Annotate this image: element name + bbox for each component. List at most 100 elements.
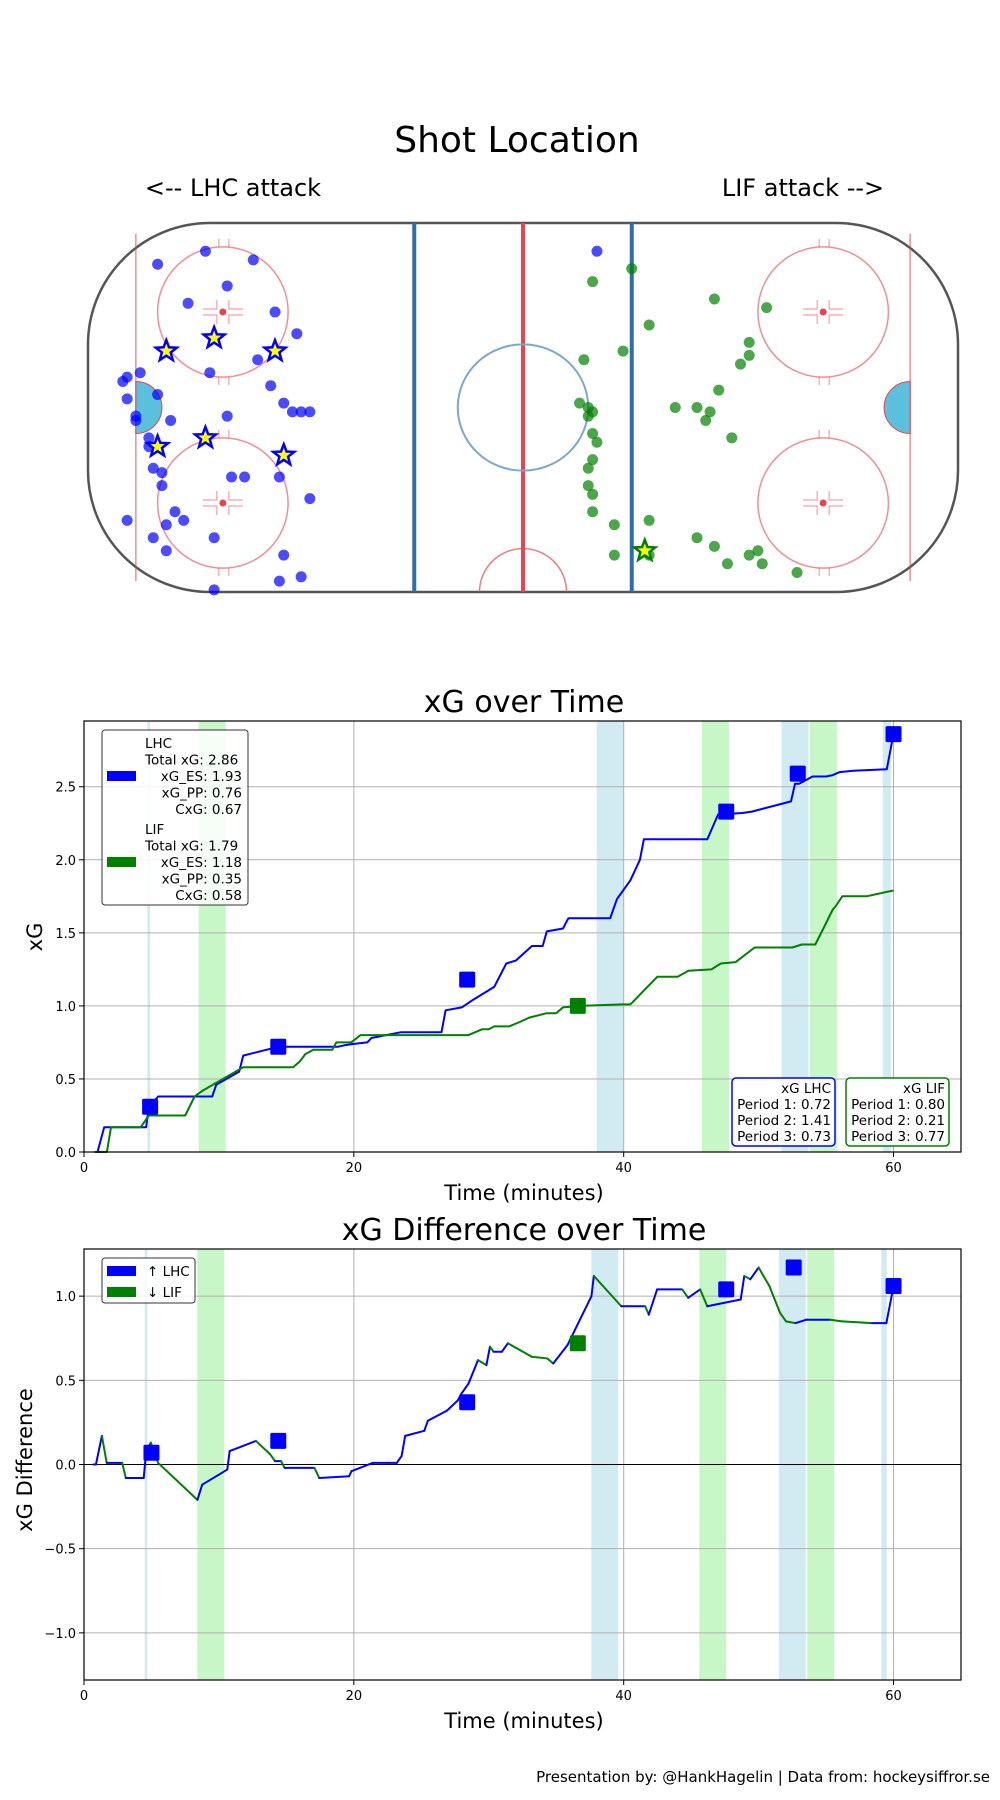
lhc-goal-marker (885, 726, 902, 743)
diff-segment-up (460, 1382, 470, 1395)
diff-segment-down (592, 1274, 623, 1308)
lif-shot-marker (743, 549, 755, 561)
lif-shot-marker (587, 454, 599, 466)
lif-shot-marker (721, 558, 733, 570)
period-box-text: xG LIF (903, 1081, 945, 1097)
period-box-text: xG LHC (781, 1081, 831, 1097)
diff-segment-down (785, 1320, 797, 1325)
lif-shot-marker (591, 436, 603, 448)
diff-segment-up (485, 1345, 491, 1367)
hash-mark (228, 491, 243, 501)
lhc-shot-marker (226, 471, 238, 483)
diff-segment-up (94, 1434, 103, 1466)
diff-chart-ylabel: xG Difference (13, 1388, 37, 1532)
lhc-shot-marker (273, 575, 285, 587)
hash-mark (803, 299, 818, 310)
lif-shot-marker (791, 566, 803, 578)
lhc-shot-marker (304, 406, 316, 418)
lif-shot-marker (669, 402, 681, 413)
lif-shot-marker (743, 336, 755, 348)
lif-shot-marker (726, 432, 738, 444)
legend-swatch-lhc (107, 771, 136, 781)
legend-text: LHC (145, 736, 172, 752)
diff-segment-up (687, 1288, 702, 1299)
hash-mark (202, 299, 218, 310)
x-tick-label: 40 (615, 1689, 632, 1704)
lif-shot-marker (574, 397, 586, 409)
lhc-goal-marker (459, 971, 476, 988)
x-tick-label: 40 (615, 1161, 632, 1176)
legend-swatch-lhc (107, 1266, 136, 1276)
faceoff-dot (819, 308, 827, 316)
lif-shot-marker (713, 384, 725, 396)
period-box-text: Period 2: 0.21 (851, 1113, 945, 1129)
lhc-goal-star (152, 336, 181, 363)
legend-swatch-lif (107, 1287, 136, 1297)
lhc-shot-marker (239, 471, 251, 483)
y-tick-label: 0.0 (55, 1459, 76, 1474)
period-box-frame (731, 1077, 836, 1147)
lif-shot-marker (587, 428, 599, 440)
diff-segment-up (395, 1455, 403, 1464)
diff-segment-up (400, 1434, 407, 1458)
lhc-goal-marker (718, 1281, 735, 1298)
shot-map-title: Shot Location (394, 120, 640, 161)
y-tick-label: 0.5 (55, 1374, 76, 1389)
hash-mark (828, 505, 844, 516)
lif-shot-marker (587, 488, 599, 500)
diff-segment-down (757, 1266, 771, 1288)
y-tick-label: −1.0 (44, 1627, 76, 1642)
diff-segment-up (318, 1475, 351, 1479)
legend-text: xG_ES: 1.93 (161, 769, 242, 785)
y-tick-label: 1.0 (55, 1290, 76, 1305)
lhc-shot-marker (304, 493, 316, 505)
y-tick-label: −0.5 (44, 1543, 76, 1558)
lhc-goal-marker (459, 1394, 476, 1411)
period-box-text: Period 1: 0.72 (737, 1097, 831, 1113)
lif-goal-star (630, 536, 659, 563)
lhc-shot-marker (291, 328, 303, 340)
lhc-shot-marker (156, 480, 168, 492)
diff-segment-up (647, 1288, 659, 1316)
diff-segment-up (350, 1461, 374, 1473)
legend-text: ↓ LIF (147, 1285, 182, 1301)
lif-shot-marker (743, 349, 755, 361)
lif-shot-marker (756, 558, 768, 570)
credit-text: Presentation by: @HankHagelin | Data fro… (536, 1768, 990, 1786)
y-tick-label: 1.0 (55, 1000, 76, 1015)
faceoff-circle (156, 246, 289, 378)
hash-mark (228, 505, 243, 516)
diff-segment-up (739, 1274, 746, 1301)
diff-segment-up (445, 1399, 459, 1412)
lhc-shot-marker (295, 406, 307, 418)
faceoff-dot (819, 499, 827, 507)
lhc-shot-marker (221, 280, 233, 292)
diff-segment-up (426, 1409, 448, 1422)
lif-shot-marker (752, 545, 764, 557)
hash-mark (202, 505, 218, 516)
plot-frame (83, 1248, 962, 1681)
referee-crease (478, 547, 568, 593)
lhc-shot-marker (295, 571, 307, 583)
xg-chart-ylabel: xG (23, 923, 47, 952)
period-box-text: Period 2: 1.41 (737, 1113, 831, 1129)
diff-segment-up (552, 1343, 569, 1365)
right-crease (883, 380, 911, 435)
diff-segment-down (157, 1461, 199, 1501)
lhc-goal-marker (270, 1038, 287, 1055)
lhc-shot-marker (208, 532, 220, 544)
x-tick-label: 0 (80, 1689, 88, 1704)
shot-map: Shot Location <-- LHC attack LIF attack … (86, 120, 960, 596)
lhc-shot-marker (178, 514, 190, 526)
diff-segment-down (530, 1355, 549, 1360)
faceoff-dot (219, 308, 227, 316)
lhc-shot-marker (591, 245, 603, 257)
lif-shot-marker (708, 293, 720, 305)
lhc-shot-marker (273, 471, 285, 483)
lif-shot-marker (700, 415, 712, 427)
legend-box (101, 729, 249, 906)
